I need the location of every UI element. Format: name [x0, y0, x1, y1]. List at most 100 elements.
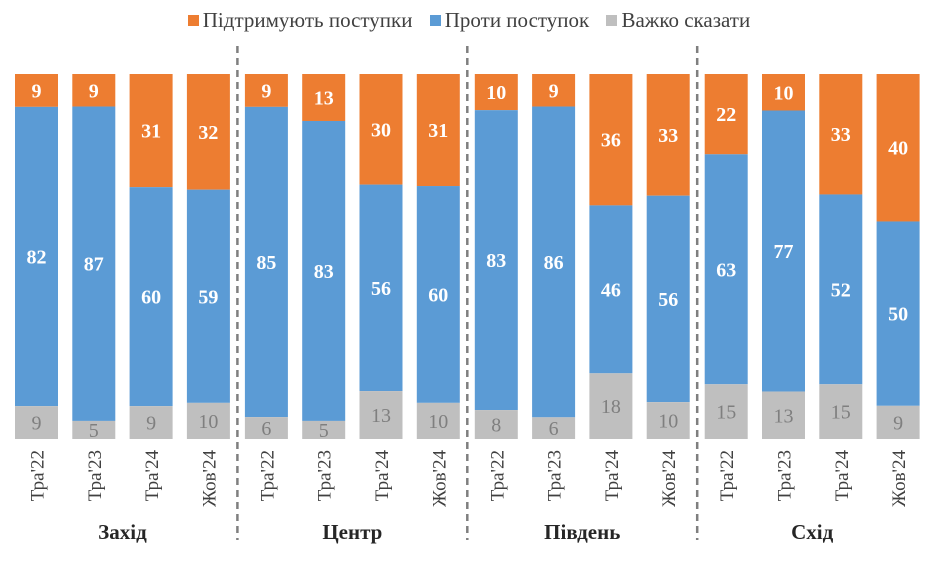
bar-segment-support [876, 74, 920, 222]
data-label-support: 33 [658, 125, 678, 147]
legend-item-support: Підтримують поступки [187, 8, 413, 33]
legend-swatch-support [187, 15, 199, 26]
bar-segment-unsure [819, 384, 863, 439]
data-label-unsure: 10 [198, 411, 218, 433]
data-label-against: 56 [371, 278, 391, 300]
category-label: Тра'24 [832, 450, 853, 502]
data-label-support: 33 [831, 124, 851, 146]
legend-label: Важко сказати [621, 8, 751, 32]
data-label-unsure: 10 [658, 411, 678, 433]
bar-segment-support [244, 74, 288, 107]
bar-segment-support [186, 74, 230, 190]
data-label-support: 9 [261, 80, 271, 102]
bar-segment-support [819, 74, 863, 195]
data-label-against: 56 [658, 289, 678, 311]
bar-segment-support [532, 74, 576, 107]
group-label: Схід [791, 520, 834, 544]
data-label-unsure: 5 [89, 420, 99, 442]
bar-segment-unsure [416, 402, 460, 439]
data-label-against: 63 [716, 259, 736, 281]
data-label-against: 52 [831, 279, 851, 301]
data-label-against: 60 [141, 287, 161, 309]
bar-segment-unsure [876, 405, 920, 439]
category-label: Тра'22 [257, 450, 278, 501]
data-label-support: 9 [32, 80, 42, 102]
data-label-support: 32 [198, 122, 218, 144]
bar-segment-against [646, 195, 690, 403]
bar-segment-against [589, 205, 633, 374]
category-label: Тра'23 [775, 450, 796, 501]
category-label: Тра'24 [602, 450, 623, 502]
bar-segment-support [646, 74, 690, 196]
bar-segment-unsure [532, 417, 576, 439]
data-label-unsure: 13 [371, 405, 391, 427]
data-label-support: 36 [601, 130, 621, 152]
bar-segment-against [704, 154, 748, 385]
category-label: Тра'23 [85, 450, 106, 501]
data-label-against: 83 [486, 250, 506, 272]
bar-segment-against [416, 186, 460, 403]
data-label-support: 40 [888, 138, 908, 160]
data-label-unsure: 9 [146, 413, 156, 435]
data-label-support: 31 [141, 121, 161, 143]
data-label-support: 10 [486, 82, 506, 104]
data-label-unsure: 15 [831, 402, 851, 424]
bar-segment-against [15, 106, 58, 407]
data-label-unsure: 18 [601, 396, 621, 418]
category-label: Жов'24 [889, 450, 910, 507]
legend-swatch-unsure [606, 15, 618, 26]
data-label-unsure: 15 [716, 402, 736, 424]
data-label-against: 77 [774, 241, 794, 263]
bar-segment-against [359, 184, 403, 392]
bar-segment-against [244, 106, 288, 418]
category-label: Жов'24 [199, 450, 220, 507]
bar-segment-support [762, 74, 805, 111]
data-label-unsure: 9 [32, 413, 42, 435]
data-label-against: 82 [27, 247, 47, 269]
data-label-unsure: 8 [491, 415, 501, 437]
legend-label: Підтримують поступки [202, 8, 413, 32]
group-label: Центр [322, 520, 382, 544]
category-label: Тра'22 [28, 450, 49, 501]
data-label-against: 85 [256, 252, 276, 274]
bar-segment-against [532, 106, 576, 418]
data-label-unsure: 13 [774, 405, 794, 427]
bar-segment-support [72, 74, 116, 107]
bar-segment-support [589, 74, 633, 206]
bar-segment-unsure [302, 420, 346, 439]
data-label-support: 9 [89, 80, 99, 102]
bar-segment-against [876, 221, 920, 406]
bar-segment-against [129, 187, 173, 407]
bar-segment-against [302, 120, 346, 421]
data-label-against: 60 [428, 284, 448, 306]
data-label-support: 31 [428, 120, 448, 142]
category-label: Тра'24 [142, 450, 163, 502]
bar-segment-support [416, 74, 460, 187]
data-label-against: 86 [544, 252, 564, 274]
bar-segment-support [15, 74, 58, 107]
bar-segment-against [72, 106, 116, 421]
legend-label: Проти поступок [444, 8, 590, 32]
data-label-against: 83 [314, 261, 334, 283]
data-label-against: 46 [601, 279, 621, 301]
bar-segment-unsure [474, 410, 518, 439]
category-label: Тра'22 [487, 450, 508, 501]
group-label: Південь [544, 520, 620, 544]
bar-segment-unsure [646, 402, 690, 439]
bar-segment-against [819, 194, 863, 385]
bar-segment-unsure [359, 391, 403, 439]
data-label-against: 50 [888, 304, 908, 326]
data-label-support: 30 [371, 119, 391, 141]
legend-item-against: Проти поступок [429, 8, 590, 33]
bar-segment-unsure [589, 373, 633, 439]
data-label-support: 10 [774, 82, 794, 104]
bar-segment-support [474, 74, 518, 111]
bar-segment-support [704, 74, 748, 155]
legend: Підтримують поступки Проти поступок Важк… [0, 8, 938, 33]
bar-segment-unsure [15, 406, 58, 439]
bar-segment-support [129, 74, 173, 188]
bar-segment-unsure [762, 391, 805, 439]
bar-segment-unsure [186, 402, 230, 439]
data-label-unsure: 6 [549, 418, 559, 440]
